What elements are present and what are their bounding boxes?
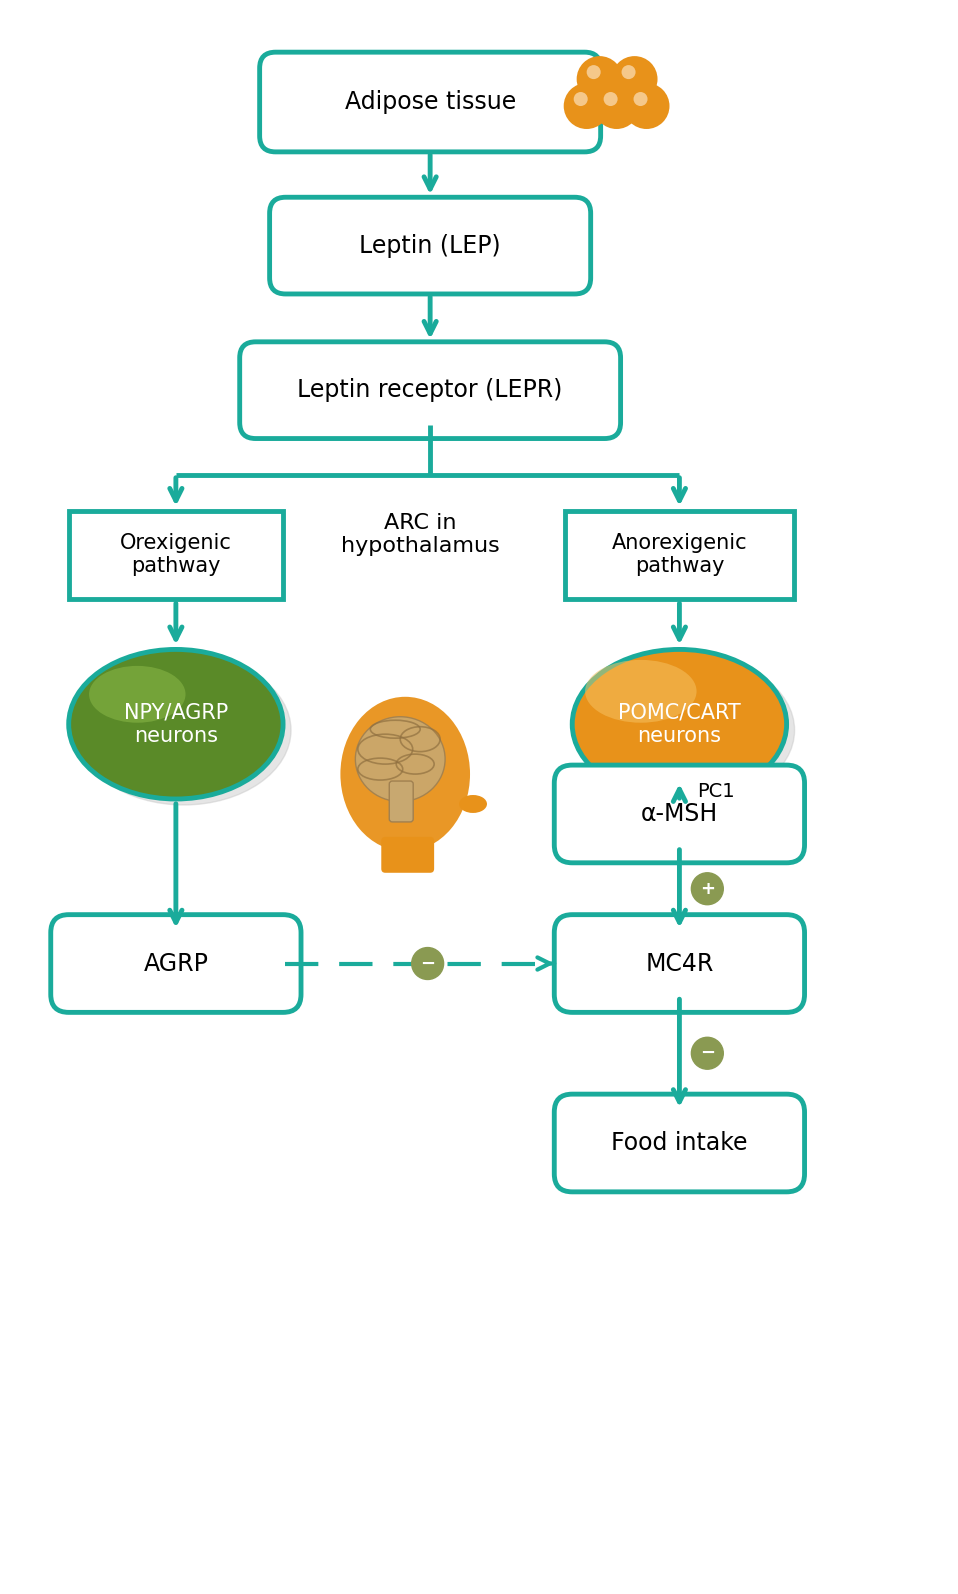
FancyBboxPatch shape <box>260 53 601 151</box>
Circle shape <box>633 92 648 107</box>
Bar <box>565 510 794 599</box>
Ellipse shape <box>340 697 470 851</box>
Circle shape <box>574 92 587 107</box>
FancyBboxPatch shape <box>555 915 805 1012</box>
Text: ARC in
hypothalamus: ARC in hypothalamus <box>341 513 499 556</box>
FancyBboxPatch shape <box>381 837 434 874</box>
Text: Orexigenic
pathway: Orexigenic pathway <box>120 532 232 577</box>
FancyBboxPatch shape <box>389 781 413 823</box>
Circle shape <box>612 57 656 100</box>
Text: −: − <box>699 1044 715 1062</box>
Ellipse shape <box>89 666 186 722</box>
Ellipse shape <box>459 795 487 813</box>
Ellipse shape <box>355 717 445 802</box>
Bar <box>69 510 283 599</box>
Text: MC4R: MC4R <box>646 952 714 976</box>
FancyBboxPatch shape <box>51 915 301 1012</box>
Text: +: + <box>700 880 715 897</box>
Circle shape <box>578 57 622 100</box>
Text: NPY/AGRP
neurons: NPY/AGRP neurons <box>124 703 228 746</box>
Text: α-MSH: α-MSH <box>641 802 718 826</box>
Text: Adipose tissue: Adipose tissue <box>345 89 515 115</box>
Circle shape <box>565 84 608 128</box>
Text: PC1: PC1 <box>697 781 735 800</box>
Circle shape <box>412 947 444 979</box>
Circle shape <box>604 92 618 107</box>
Circle shape <box>595 84 639 128</box>
FancyBboxPatch shape <box>240 341 621 438</box>
FancyBboxPatch shape <box>269 198 591 293</box>
FancyBboxPatch shape <box>555 1093 805 1192</box>
Ellipse shape <box>572 649 787 799</box>
Circle shape <box>692 874 723 905</box>
Ellipse shape <box>585 660 696 722</box>
Text: Anorexigenic
pathway: Anorexigenic pathway <box>611 532 747 577</box>
Circle shape <box>692 1038 723 1070</box>
Ellipse shape <box>69 649 283 799</box>
Text: AGRP: AGRP <box>144 952 208 976</box>
Ellipse shape <box>77 655 291 805</box>
Text: −: − <box>421 955 435 972</box>
FancyBboxPatch shape <box>555 765 805 862</box>
Circle shape <box>586 65 601 80</box>
Ellipse shape <box>581 655 794 805</box>
Text: Food intake: Food intake <box>611 1132 747 1156</box>
Text: Leptin (LEP): Leptin (LEP) <box>359 234 501 258</box>
Circle shape <box>625 84 669 128</box>
Text: POMC/CART
neurons: POMC/CART neurons <box>618 703 741 746</box>
Text: Leptin receptor (LEPR): Leptin receptor (LEPR) <box>297 378 563 402</box>
Circle shape <box>622 65 635 80</box>
